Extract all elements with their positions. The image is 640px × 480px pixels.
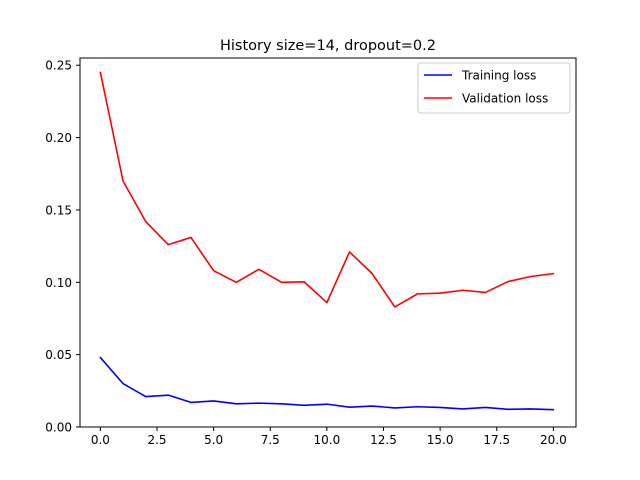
legend-label-1: Training loss: [461, 69, 536, 83]
chart-title: History size=14, dropout=0.2: [220, 38, 436, 54]
x-tick-label: 5.0: [204, 433, 223, 447]
x-tick-label: 7.5: [261, 433, 280, 447]
series-line-1: [99, 356, 555, 411]
y-tick-label: 0.10: [45, 276, 72, 290]
x-tick-label: 17.5: [483, 433, 510, 447]
axes-frame: [79, 57, 577, 428]
chart-legend: Training loss Validation loss: [417, 62, 571, 114]
plot-area: 0.0 2.5 5.0 7.5 10.0 12.5 15.0 17.5 20.0 0.00 0.05…: [45, 57, 577, 447]
y-tick-label: 0.00: [45, 421, 72, 435]
y-tick-label: 0.15: [45, 203, 72, 217]
series-line-2: [99, 71, 555, 308]
x-tick-label: 0.0: [91, 433, 110, 447]
x-tick-label: 2.5: [147, 433, 166, 447]
y-tick-label: 0.20: [45, 131, 72, 145]
x-tick-label: 10.0: [314, 433, 341, 447]
x-tick-label: 15.0: [427, 433, 454, 447]
y-tick-label: 0.25: [45, 59, 72, 73]
y-tick-label: 0.05: [45, 348, 72, 362]
legend-box: [417, 62, 571, 114]
legend-label-2: Validation loss: [462, 92, 548, 106]
x-tick-label: 20.0: [540, 433, 567, 447]
x-tick-label: 12.5: [370, 433, 397, 447]
